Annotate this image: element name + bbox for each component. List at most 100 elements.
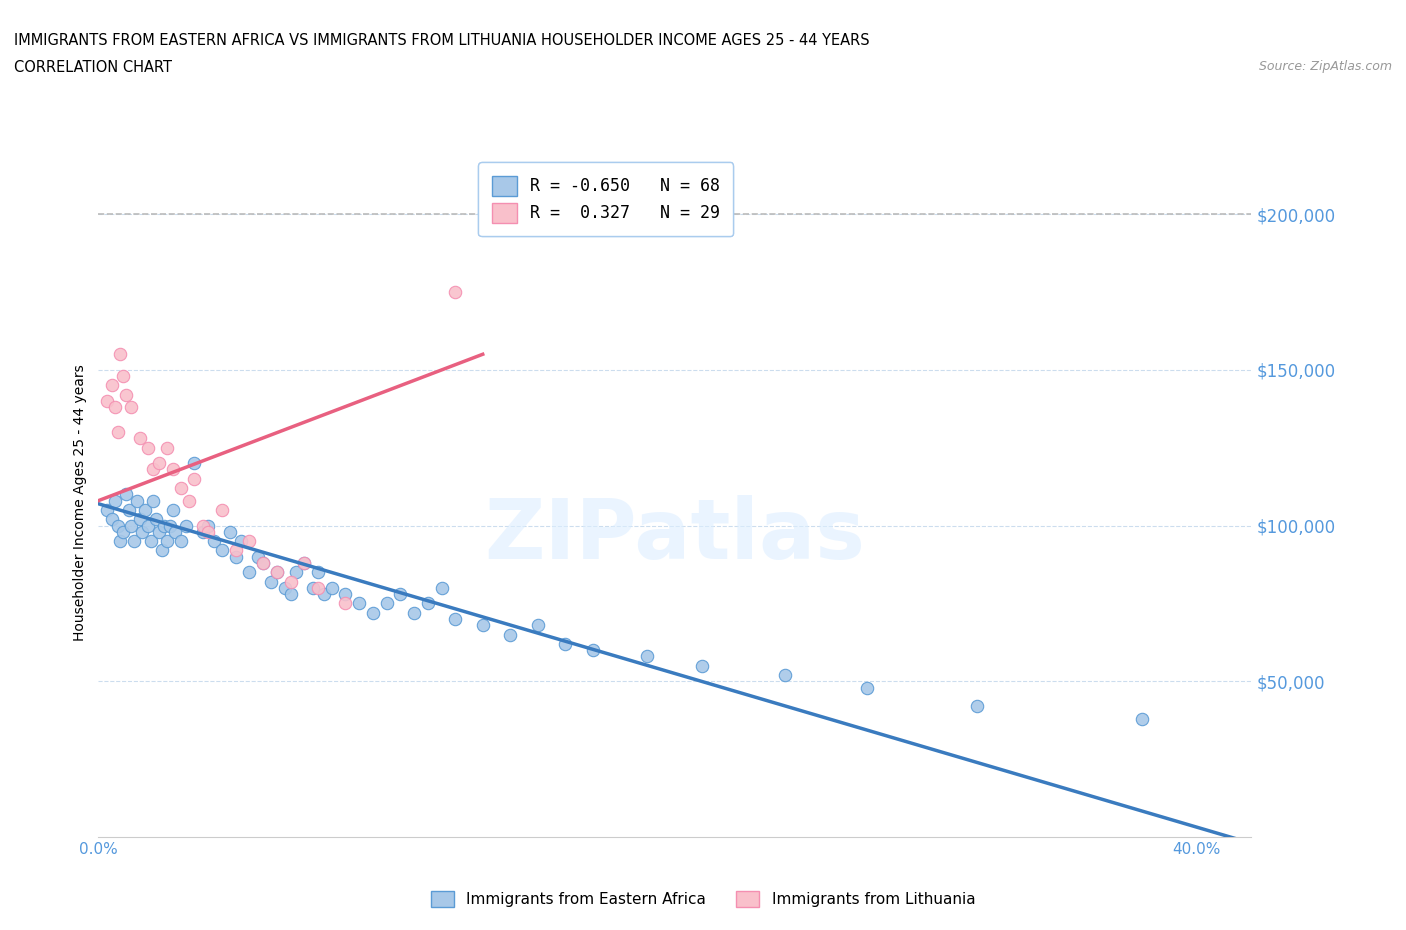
Point xyxy=(134,502,156,517)
Point xyxy=(142,462,165,477)
Point xyxy=(183,456,205,471)
Point xyxy=(170,534,193,549)
Point xyxy=(156,534,179,549)
Point xyxy=(430,580,453,595)
Point xyxy=(499,627,522,642)
Point xyxy=(231,534,253,549)
Point xyxy=(104,400,127,415)
Point xyxy=(122,534,145,549)
Text: CORRELATION CHART: CORRELATION CHART xyxy=(14,60,172,75)
Point xyxy=(145,512,167,526)
Point xyxy=(96,502,118,517)
Point xyxy=(202,534,225,549)
Point xyxy=(581,643,603,658)
Point xyxy=(96,393,118,408)
Point xyxy=(416,596,439,611)
Point xyxy=(292,555,315,570)
Point xyxy=(101,512,124,526)
Point xyxy=(183,472,205,486)
Point xyxy=(266,565,288,579)
Point xyxy=(110,347,132,362)
Point xyxy=(692,658,714,673)
Point xyxy=(260,574,283,589)
Point xyxy=(136,440,159,455)
Point xyxy=(125,493,148,508)
Point xyxy=(153,518,176,533)
Point xyxy=(225,550,247,565)
Point xyxy=(112,368,135,383)
Point xyxy=(156,440,179,455)
Point xyxy=(404,605,426,620)
Point xyxy=(252,555,274,570)
Point xyxy=(238,565,260,579)
Point xyxy=(307,565,329,579)
Point xyxy=(292,555,315,570)
Point xyxy=(252,555,274,570)
Point xyxy=(197,518,219,533)
Point xyxy=(321,580,343,595)
Point xyxy=(128,512,150,526)
Point xyxy=(115,387,138,402)
Text: Source: ZipAtlas.com: Source: ZipAtlas.com xyxy=(1258,60,1392,73)
Point xyxy=(107,518,129,533)
Point xyxy=(148,525,170,539)
Point xyxy=(966,698,988,713)
Point xyxy=(191,525,214,539)
Point xyxy=(101,378,124,392)
Point xyxy=(165,525,187,539)
Point xyxy=(120,400,142,415)
Point xyxy=(307,580,329,595)
Point xyxy=(347,596,370,611)
Point xyxy=(266,565,288,579)
Point xyxy=(471,618,494,632)
Point xyxy=(162,502,184,517)
Point xyxy=(112,525,135,539)
Point xyxy=(170,481,193,496)
Point xyxy=(174,518,197,533)
Point xyxy=(554,636,576,651)
Point xyxy=(773,668,796,683)
Point xyxy=(211,502,233,517)
Text: IMMIGRANTS FROM EASTERN AFRICA VS IMMIGRANTS FROM LITHUANIA HOUSEHOLDER INCOME A: IMMIGRANTS FROM EASTERN AFRICA VS IMMIGR… xyxy=(14,33,870,47)
Y-axis label: Householder Income Ages 25 - 44 years: Householder Income Ages 25 - 44 years xyxy=(73,364,87,641)
Point xyxy=(159,518,181,533)
Point xyxy=(197,525,219,539)
Point xyxy=(280,587,302,602)
Point xyxy=(117,502,139,517)
Point xyxy=(375,596,398,611)
Point xyxy=(110,534,132,549)
Point xyxy=(1130,711,1153,726)
Point xyxy=(312,587,335,602)
Point xyxy=(120,518,142,533)
Point xyxy=(238,534,260,549)
Point xyxy=(128,431,150,445)
Point xyxy=(225,543,247,558)
Point xyxy=(150,543,173,558)
Point xyxy=(335,587,357,602)
Point xyxy=(191,518,214,533)
Point xyxy=(335,596,357,611)
Point xyxy=(211,543,233,558)
Point xyxy=(526,618,548,632)
Point xyxy=(444,285,467,299)
Point xyxy=(444,612,467,627)
Point xyxy=(856,680,879,695)
Point xyxy=(389,587,412,602)
Point xyxy=(139,534,162,549)
Point xyxy=(219,525,242,539)
Point xyxy=(115,487,138,502)
Point xyxy=(246,550,269,565)
Point xyxy=(107,425,129,440)
Point xyxy=(636,649,658,664)
Point xyxy=(162,462,184,477)
Point xyxy=(301,580,323,595)
Point xyxy=(285,565,308,579)
Legend: Immigrants from Eastern Africa, Immigrants from Lithuania: Immigrants from Eastern Africa, Immigran… xyxy=(425,884,981,913)
Point xyxy=(131,525,153,539)
Point xyxy=(142,493,165,508)
Point xyxy=(148,456,170,471)
Point xyxy=(136,518,159,533)
Point xyxy=(177,493,200,508)
Text: ZIPatlas: ZIPatlas xyxy=(485,495,865,577)
Legend: R = -0.650   N = 68, R =  0.327   N = 29: R = -0.650 N = 68, R = 0.327 N = 29 xyxy=(478,163,733,236)
